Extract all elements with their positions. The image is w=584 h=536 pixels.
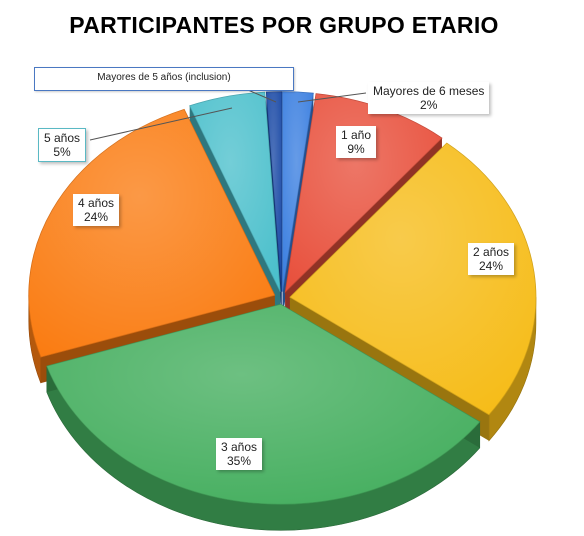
slice-shine-mayores-de-6-meses	[282, 91, 314, 292]
slice-label-mayores-5-anos: Mayores de 5 años (inclusion)	[97, 72, 231, 83]
slice-value-mayores-6-meses: 2%	[420, 98, 438, 112]
slice-value-5-anos: 5%	[53, 145, 71, 159]
slice-label-mayores-6-meses: Mayores de 6 meses	[373, 84, 485, 98]
data-label-4-anos: 4 años 24%	[73, 194, 120, 226]
slice-shine-2-anos	[289, 143, 536, 415]
slice-shine-4-anos	[28, 109, 275, 358]
chart-title: PARTICIPANTES POR GRUPO ETARIO	[69, 12, 499, 38]
slice-value-4-anos: 24%	[84, 210, 109, 224]
data-label-2-anos: 2 años 24%	[468, 243, 515, 275]
data-label-1-ano: 1 año 9%	[336, 126, 377, 158]
slice-label-1-ano: 1 año	[341, 128, 372, 142]
data-label-mayores-6-meses: Mayores de 6 meses 2%	[368, 82, 490, 114]
slice-label-3-anos: 3 años	[221, 440, 258, 454]
leader-line-mayores-6-meses	[297, 92, 367, 103]
slice-label-4-anos: 4 años	[78, 196, 115, 210]
slice-label-5-anos: 5 años	[44, 131, 81, 145]
slice-shine-3-anos	[46, 304, 480, 505]
data-label-3-anos: 3 años 35%	[216, 438, 263, 470]
callout-mayores-5-anos: Mayores de 5 años (inclusion)	[34, 67, 294, 91]
slice-shine-mayores-de-5-anos-inclusion	[266, 91, 282, 292]
slice-value-1-ano: 9%	[347, 142, 365, 156]
leader-line-5-anos	[89, 107, 233, 141]
data-label-5-anos: 5 años 5%	[38, 128, 87, 162]
slice-label-2-anos: 2 años	[473, 245, 510, 259]
leader-line-mayores-5-anos	[247, 89, 277, 103]
slice-value-3-anos: 35%	[227, 454, 252, 468]
slice-shine-1-ano	[285, 93, 442, 293]
slice-value-2-anos: 24%	[479, 259, 504, 273]
slice-shine-5-anos	[189, 92, 281, 292]
